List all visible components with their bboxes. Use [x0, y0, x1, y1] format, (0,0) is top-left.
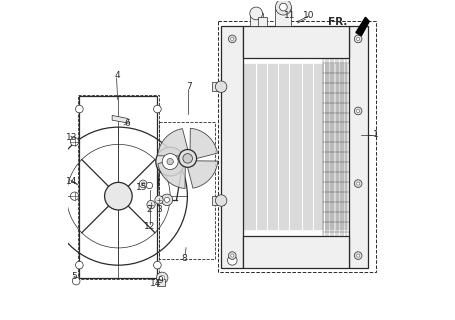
Circle shape — [141, 182, 145, 186]
Circle shape — [71, 192, 79, 200]
Text: 13: 13 — [66, 133, 77, 142]
Text: 14: 14 — [150, 279, 162, 288]
Bar — [78, 95, 159, 279]
Text: 6: 6 — [124, 119, 130, 128]
Circle shape — [72, 277, 80, 285]
Polygon shape — [187, 161, 218, 188]
Circle shape — [147, 200, 155, 209]
Circle shape — [71, 138, 79, 146]
Circle shape — [154, 105, 161, 113]
Circle shape — [146, 182, 152, 189]
Circle shape — [156, 147, 184, 176]
Text: 14: 14 — [66, 177, 77, 186]
Text: 11: 11 — [284, 12, 295, 20]
Circle shape — [250, 7, 263, 20]
Bar — [221, 26, 243, 268]
Circle shape — [215, 195, 227, 206]
Text: 1: 1 — [373, 130, 379, 139]
Text: FR.: FR. — [328, 17, 347, 28]
Circle shape — [215, 81, 227, 92]
Circle shape — [231, 37, 234, 41]
Polygon shape — [356, 17, 369, 36]
Bar — [157, 279, 165, 286]
Text: 8: 8 — [182, 254, 187, 263]
Circle shape — [161, 194, 173, 205]
Bar — [250, 13, 263, 26]
Text: 5: 5 — [71, 272, 77, 281]
Bar — [159, 122, 215, 259]
Polygon shape — [158, 158, 185, 188]
Circle shape — [275, 0, 291, 15]
Text: 3: 3 — [156, 205, 162, 214]
Bar — [349, 26, 368, 268]
Circle shape — [354, 35, 362, 43]
Bar — [212, 196, 224, 205]
Circle shape — [76, 261, 83, 269]
Circle shape — [76, 105, 83, 113]
Bar — [243, 236, 349, 268]
Circle shape — [162, 154, 178, 170]
Circle shape — [167, 158, 173, 165]
Circle shape — [228, 35, 236, 43]
Circle shape — [139, 180, 147, 188]
Circle shape — [179, 149, 197, 167]
Text: 7: 7 — [187, 82, 192, 91]
Text: 4: 4 — [115, 71, 121, 80]
Circle shape — [279, 3, 287, 11]
Bar — [218, 21, 376, 271]
Bar — [79, 96, 157, 278]
Circle shape — [357, 182, 360, 185]
Polygon shape — [190, 128, 217, 159]
Circle shape — [105, 182, 132, 210]
Bar — [275, 7, 291, 26]
Text: 10: 10 — [303, 12, 314, 20]
Circle shape — [157, 272, 168, 284]
Circle shape — [228, 252, 236, 260]
Circle shape — [357, 37, 360, 41]
Text: 9: 9 — [158, 276, 163, 285]
Circle shape — [228, 256, 237, 265]
Bar — [212, 82, 224, 92]
Circle shape — [357, 254, 360, 257]
Text: 2: 2 — [147, 205, 152, 214]
Circle shape — [354, 107, 362, 115]
Circle shape — [155, 196, 163, 204]
Circle shape — [354, 180, 362, 188]
Circle shape — [183, 154, 192, 163]
Text: 15: 15 — [136, 183, 147, 192]
Polygon shape — [157, 129, 188, 156]
Circle shape — [160, 275, 165, 280]
Circle shape — [354, 252, 362, 260]
Bar — [243, 26, 349, 58]
Text: 12: 12 — [144, 222, 155, 231]
Polygon shape — [112, 116, 130, 123]
Circle shape — [154, 261, 161, 269]
Circle shape — [231, 254, 234, 257]
Circle shape — [357, 109, 360, 113]
Bar — [258, 17, 267, 26]
Circle shape — [164, 197, 170, 202]
